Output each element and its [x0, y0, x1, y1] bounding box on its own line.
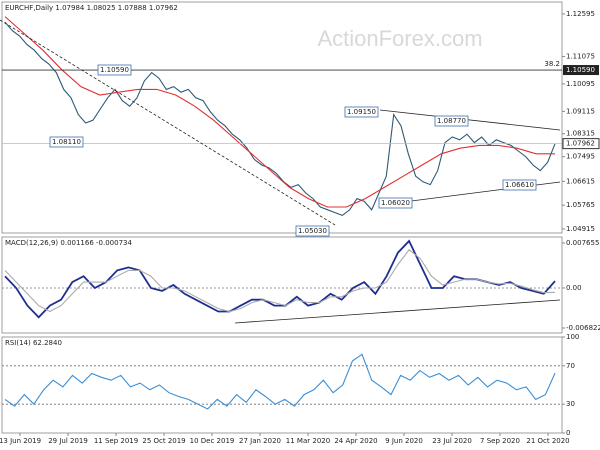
x-tick-label: 7 Sep 2020 [480, 437, 520, 445]
panel-title: MACD(12,26,9) 0.001166 -0.000734 [5, 239, 132, 247]
level-label: 1.10590 [566, 66, 595, 74]
panel-frame [1, 236, 563, 334]
level-box [563, 65, 599, 76]
x-tick-label: 13 Jun 2019 [0, 437, 41, 445]
x-tick-label: 10 Dec 2019 [190, 437, 235, 445]
series-line [4, 239, 556, 319]
x-tick-label: 27 Jan 2020 [239, 437, 281, 445]
annotation-box [378, 197, 413, 209]
y-tick-label: 1.12595 [566, 10, 595, 18]
y-tick-label: 1.06615 [566, 177, 595, 185]
annotation-box [434, 115, 469, 127]
y-tick-label: 1.11075 [566, 52, 595, 60]
x-tick-label: 9 Jun 2020 [385, 437, 423, 445]
current-box [562, 138, 600, 150]
y-tick-label: -0.006822 [566, 324, 600, 332]
watermark: ActionForex.com [317, 26, 482, 51]
annotation-label: 1.10590 [100, 66, 129, 74]
x-tick-label: 11 Sep 2019 [94, 437, 138, 445]
annotation-label: 1.06020 [381, 199, 410, 207]
trend-line [234, 299, 561, 324]
panel-title: RSI(14) 62.2840 [5, 339, 62, 347]
panel-title: EURCHF,Daily 1.07984 1.08025 1.07888 1.0… [5, 4, 178, 12]
y-tick-label: 100 [566, 333, 579, 341]
annotation-box [502, 179, 537, 191]
y-tick-label: 0.007655 [566, 239, 599, 247]
annotation-label: 1.08110 [52, 138, 81, 146]
y-tick-label: 1.07495 [566, 153, 595, 161]
series-line [4, 353, 556, 410]
annotation-label: 1.09150 [347, 108, 376, 116]
y-tick-label: 1.08315 [566, 130, 595, 138]
y-tick-label: 30 [566, 400, 575, 408]
y-tick-label: 70 [566, 362, 575, 370]
y-tick-label: 1.04915 [566, 225, 595, 233]
y-tick-label: 1.09115 [566, 107, 595, 115]
annotation-box [97, 64, 132, 76]
y-tick-label: 1.05765 [566, 201, 595, 209]
annotation-label: 1.06610 [505, 181, 534, 189]
x-tick-label: 21 Oct 2020 [526, 437, 569, 445]
x-tick-label: 29 Jul 2019 [48, 437, 88, 445]
current-label: 1.07962 [566, 140, 595, 148]
trend-line [0, 19, 336, 226]
fib-label: 38.2 [544, 60, 560, 68]
series-line [4, 249, 556, 313]
panel-frame [1, 1, 563, 234]
panel-frame [1, 336, 563, 434]
y-tick-label: 0 [566, 429, 570, 437]
series-line [4, 21, 556, 217]
annotation-label: 1.08770 [437, 117, 466, 125]
annotation-label: 1.05030 [298, 227, 327, 235]
series-line [4, 16, 555, 208]
annotation-box [344, 106, 379, 118]
x-tick-label: 23 Jul 2020 [432, 437, 472, 445]
annotation-box [49, 136, 84, 148]
x-tick-label: 25 Oct 2019 [142, 437, 185, 445]
y-tick-label: 1.10095 [566, 80, 595, 88]
trend-line [379, 109, 561, 131]
x-tick-label: 24 Apr 2020 [334, 437, 377, 445]
x-tick-label: 11 Mar 2020 [286, 437, 330, 445]
y-tick-label: 0.00 [566, 284, 582, 292]
annotation-box [295, 225, 330, 237]
